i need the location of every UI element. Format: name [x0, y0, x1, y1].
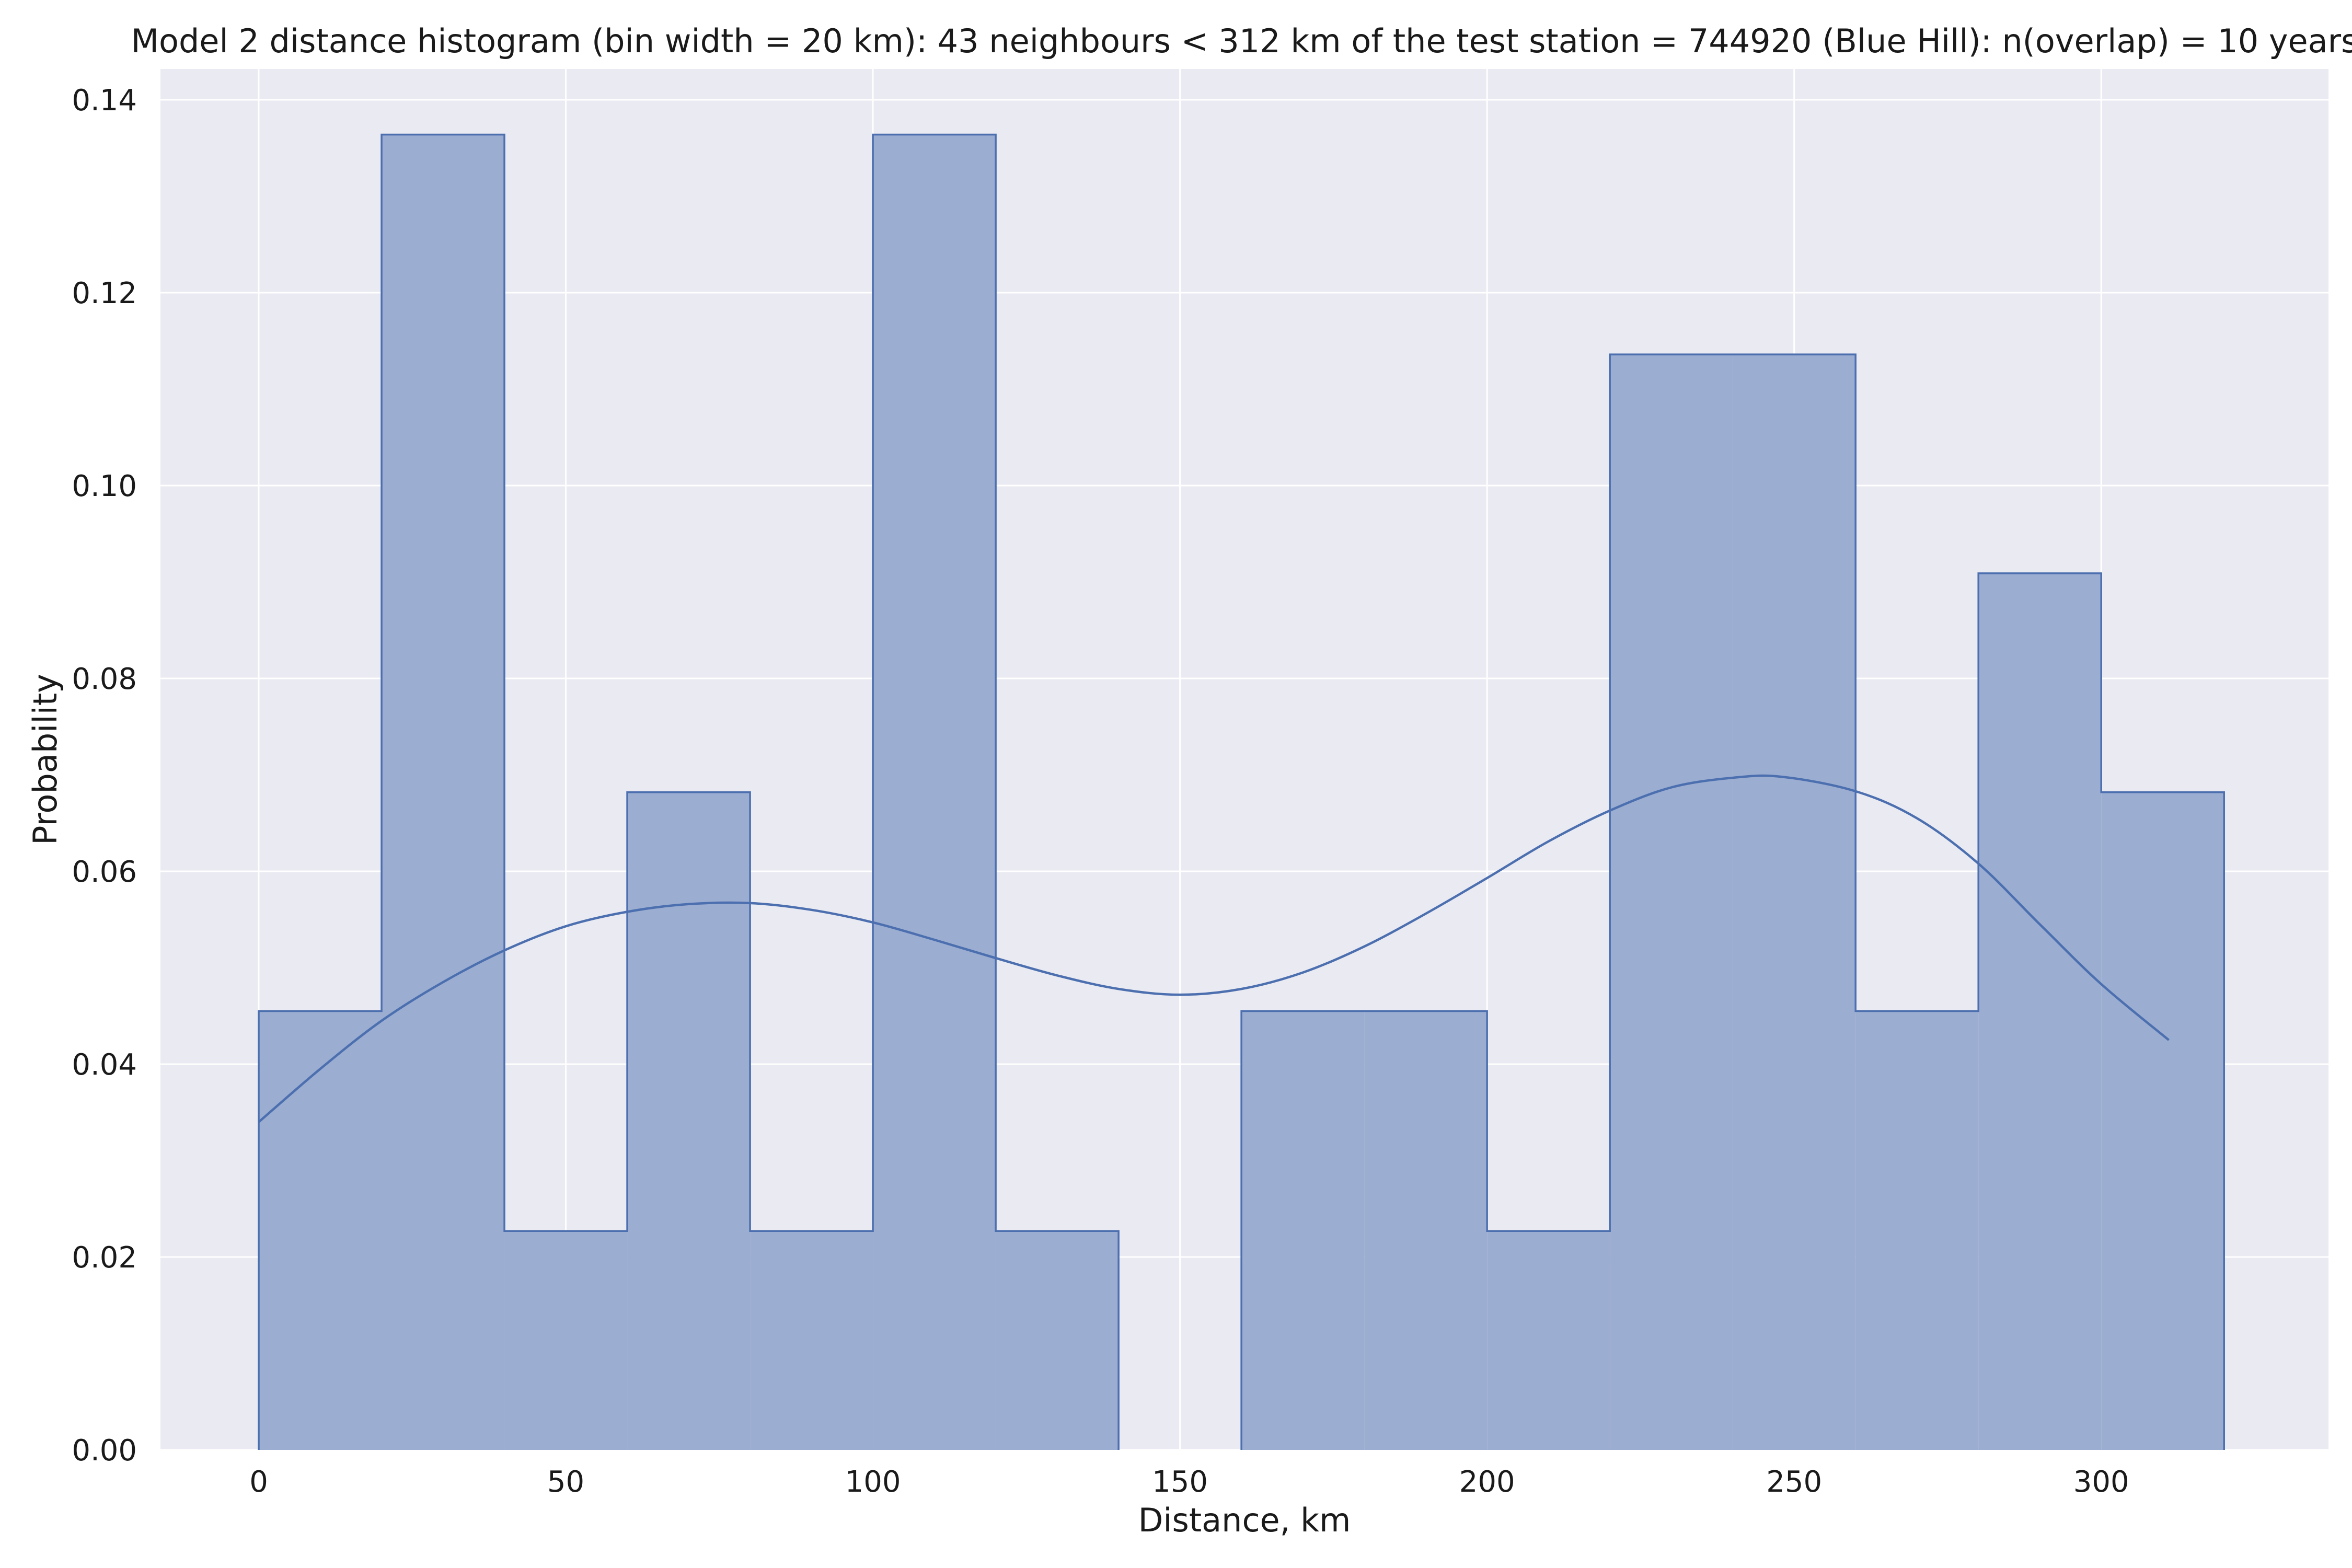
histogram-bar-4 — [750, 1231, 873, 1450]
y-tick-label-4: 0.08 — [72, 662, 137, 696]
kde-curve — [258, 774, 2170, 1123]
x-tick-label-0: 0 — [249, 1465, 268, 1499]
x-axis-label: Distance, km — [1138, 1501, 1351, 1539]
y-tick-label-2: 0.04 — [72, 1048, 137, 1082]
y-axis-label: Probability — [26, 674, 64, 845]
y-tick-label-1: 0.02 — [72, 1241, 137, 1275]
x-tick-label-3: 150 — [1152, 1465, 1208, 1499]
x-tick-label-1: 50 — [547, 1465, 584, 1499]
histogram-bar-6 — [996, 1231, 1119, 1450]
x-tick-label-5: 250 — [1766, 1465, 1822, 1499]
y-tick-label-3: 0.06 — [72, 855, 137, 889]
x-tick-labels: 0 50 100 150 200 250 300 — [249, 1465, 2129, 1499]
histogram-bars — [258, 133, 2225, 1450]
histogram-bar-15 — [2101, 792, 2224, 1450]
histogram-bar-5 — [873, 134, 996, 1450]
histogram-bar-12 — [1733, 354, 1856, 1450]
histogram-outline — [258, 133, 2225, 1450]
y-tick-label-5: 0.10 — [72, 469, 137, 503]
histogram-bar-0 — [259, 1011, 382, 1450]
y-tick-labels: 0.00 0.02 0.04 0.06 0.08 0.10 0.12 0.14 — [72, 84, 137, 1468]
histogram-bar-10 — [1487, 1231, 1610, 1450]
y-tick-label-7: 0.14 — [72, 84, 137, 118]
histogram-bar-3 — [627, 792, 751, 1450]
histogram-bar-2 — [504, 1231, 628, 1450]
histogram-bar-11 — [1610, 354, 1733, 1450]
x-tick-label-6: 300 — [2073, 1465, 2129, 1499]
histogram-bar-13 — [1855, 1011, 1979, 1450]
histogram-bar-14 — [1978, 573, 2102, 1450]
chart-title: Model 2 distance histogram (bin width = … — [131, 22, 2352, 60]
y-tick-label-0: 0.00 — [72, 1434, 137, 1468]
histogram-bar-8 — [1241, 1011, 1365, 1450]
x-tick-label-2: 100 — [845, 1465, 901, 1499]
histogram-bar-9 — [1364, 1011, 1488, 1450]
histogram-bar-1 — [382, 134, 505, 1450]
kde-curve-group — [258, 774, 2170, 1123]
y-tick-label-6: 0.12 — [72, 276, 137, 310]
x-tick-label-4: 200 — [1459, 1465, 1515, 1499]
